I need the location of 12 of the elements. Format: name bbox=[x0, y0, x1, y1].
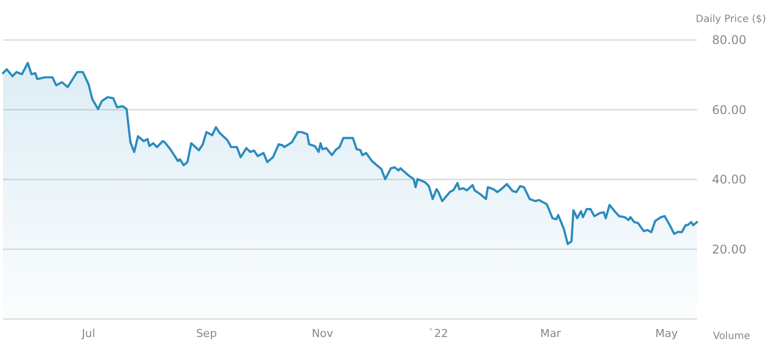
y-tick-label: 60.00 bbox=[712, 102, 746, 117]
y-tick-label: 20.00 bbox=[712, 242, 746, 256]
y-tick-label: 80.00 bbox=[712, 33, 746, 48]
x-tick-label: Sep bbox=[196, 327, 217, 340]
text: Volume bbox=[713, 331, 750, 342]
x-tick-label: Mar bbox=[540, 327, 562, 340]
x-tick-label: `22 bbox=[428, 327, 448, 340]
x-tick-label: May bbox=[655, 327, 678, 340]
x-tick-label: Nov bbox=[312, 327, 334, 340]
y-axis-title: Daily Price ($) bbox=[696, 14, 766, 25]
x-tick-label: Jul bbox=[80, 327, 96, 340]
y-tick-label: 40.00 bbox=[712, 172, 746, 187]
